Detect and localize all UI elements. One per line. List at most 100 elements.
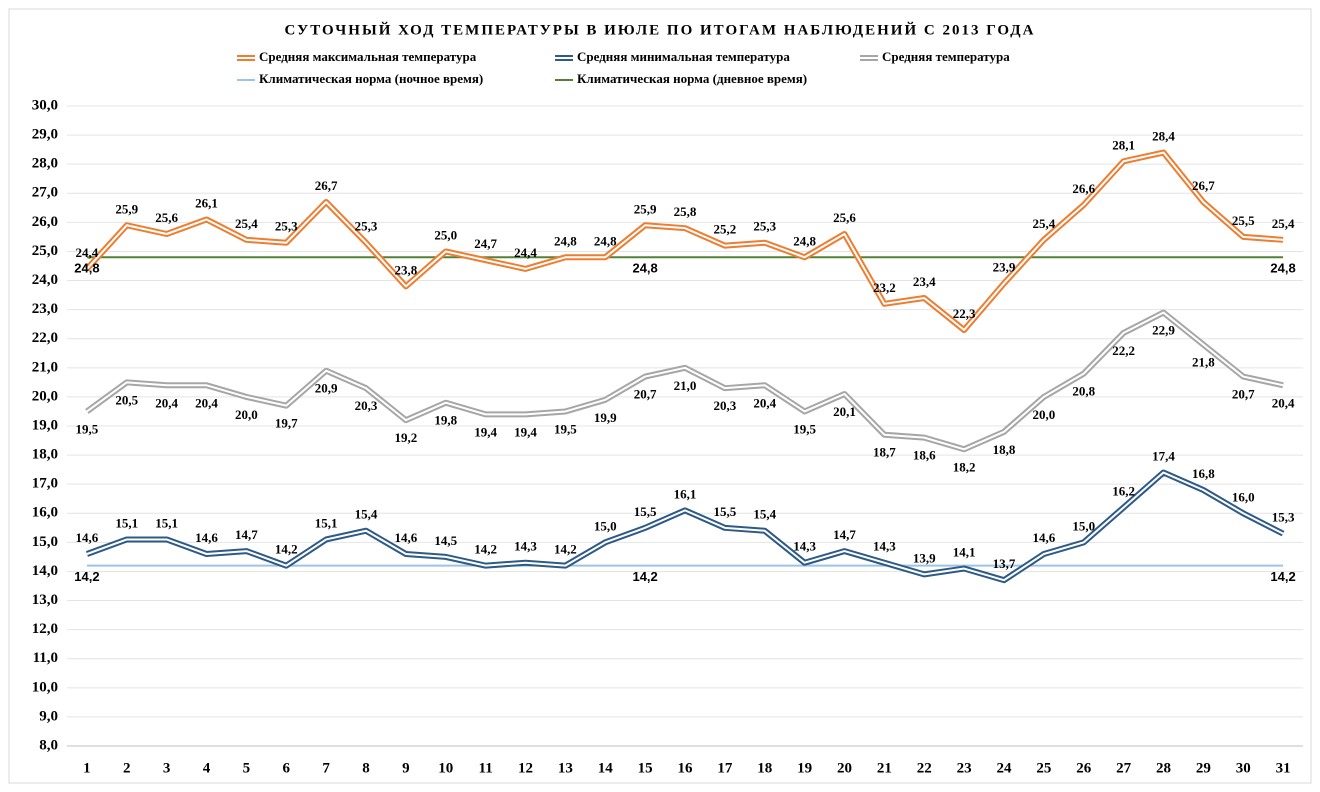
data-label: 14,7: [833, 527, 856, 542]
data-label: 14,2: [632, 569, 657, 584]
chart-title: СУТОЧНЫЙ ХОД ТЕМПЕРАТУРЫ В ИЮЛЕ ПО ИТОГА…: [285, 21, 1036, 38]
data-label: 15,0: [1072, 518, 1095, 533]
x-tick-label: 17: [717, 760, 733, 776]
data-label: 15,1: [115, 515, 138, 530]
data-label: 25,6: [155, 210, 178, 225]
data-label: 25,5: [1232, 213, 1255, 228]
y-tick-label: 13,0: [32, 592, 58, 608]
data-label: 14,2: [474, 542, 497, 557]
x-tick-label: 12: [518, 760, 533, 776]
y-tick-label: 16,0: [32, 505, 58, 521]
data-label: 25,3: [355, 219, 378, 234]
data-label: 19,5: [793, 421, 816, 436]
data-label: 24,8: [594, 233, 617, 248]
data-label: 15,4: [355, 507, 378, 522]
data-label: 17,4: [1152, 449, 1175, 464]
x-tick-label: 2: [123, 760, 131, 776]
y-tick-label: 29,0: [32, 127, 58, 143]
x-tick-label: 5: [243, 760, 251, 776]
data-label: 16,8: [1192, 466, 1215, 481]
y-tick-label: 25,0: [32, 243, 58, 259]
y-tick-label: 20,0: [32, 388, 58, 404]
data-label: 23,4: [913, 274, 936, 289]
series-line-inner: [86, 151, 1284, 331]
data-label: 15,1: [315, 515, 338, 530]
y-tick-label: 26,0: [32, 214, 58, 230]
x-tick-label: 18: [757, 760, 772, 776]
data-label: 14,6: [195, 530, 218, 545]
data-label: 16,0: [1232, 489, 1255, 504]
data-label: 25,4: [1272, 216, 1295, 231]
y-tick-label: 17,0: [32, 476, 58, 492]
x-tick-label: 23: [957, 760, 972, 776]
data-label: 15,4: [753, 507, 776, 522]
x-tick-label: 1: [83, 760, 91, 776]
data-label: 15,5: [713, 504, 736, 519]
x-tick-label: 29: [1196, 760, 1211, 776]
data-label: 26,1: [195, 195, 218, 210]
data-label: 25,3: [753, 219, 776, 234]
legend-label: Средняя температура: [882, 49, 1010, 64]
legend-label: Средняя максимальная температура: [259, 49, 477, 64]
y-tick-label: 28,0: [32, 156, 58, 172]
data-label: 18,8: [993, 442, 1016, 457]
data-label: 25,8: [674, 204, 697, 219]
data-label: 19,8: [434, 413, 457, 428]
data-label: 25,4: [1032, 216, 1055, 231]
data-label: 19,5: [554, 421, 577, 436]
data-label: 21,0: [674, 378, 697, 393]
y-tick-label: 23,0: [32, 301, 58, 317]
chart-border: [8, 8, 1312, 784]
series-line-inner: [86, 471, 1284, 582]
data-label: 15,0: [594, 518, 617, 533]
legend-label: Климатическая норма (дневное время): [577, 71, 807, 86]
x-tick-label: 15: [638, 760, 653, 776]
data-label: 18,6: [913, 448, 936, 463]
series-line-inner: [86, 311, 1284, 451]
data-label: 14,2: [74, 569, 99, 584]
y-tick-label: 14,0: [32, 563, 58, 579]
y-tick-label: 12,0: [32, 621, 58, 637]
data-label: 19,7: [275, 416, 298, 431]
data-label: 16,2: [1112, 483, 1135, 498]
legend-label: Климатическая норма (ночное время): [259, 71, 483, 86]
y-tick-label: 9,0: [39, 708, 58, 724]
data-label: 15,1: [155, 515, 178, 530]
data-label: 24,8: [74, 261, 99, 276]
data-label: 22,3: [953, 306, 976, 321]
data-label: 20,0: [235, 407, 258, 422]
data-label: 19,9: [594, 410, 617, 425]
y-tick-label: 30,0: [32, 97, 58, 113]
data-label: 18,7: [873, 445, 896, 460]
x-tick-label: 27: [1116, 760, 1132, 776]
data-label: 24,8: [632, 261, 657, 276]
x-tick-label: 30: [1236, 760, 1251, 776]
data-label: 14,2: [554, 542, 577, 557]
data-label: 13,7: [993, 556, 1016, 571]
data-label: 20,8: [1072, 384, 1095, 399]
data-label: 18,2: [953, 459, 976, 474]
x-tick-label: 22: [917, 760, 932, 776]
y-tick-label: 11,0: [33, 650, 58, 666]
data-label: 20,7: [634, 387, 657, 402]
data-label: 25,2: [713, 222, 736, 237]
data-label: 24,7: [474, 236, 497, 251]
data-label: 14,2: [275, 542, 298, 557]
data-label: 19,4: [474, 424, 497, 439]
y-tick-label: 15,0: [32, 534, 58, 550]
data-label: 14,5: [434, 533, 457, 548]
data-label: 24,4: [514, 245, 537, 260]
data-label: 25,9: [115, 201, 138, 216]
x-tick-label: 26: [1076, 760, 1092, 776]
data-label: 15,3: [1272, 510, 1295, 525]
y-tick-label: 19,0: [32, 417, 58, 433]
x-tick-label: 8: [362, 760, 370, 776]
data-label: 23,8: [395, 262, 418, 277]
data-label: 22,2: [1112, 343, 1135, 358]
data-label: 25,9: [634, 201, 657, 216]
data-label: 20,4: [195, 395, 218, 410]
data-label: 28,1: [1112, 137, 1135, 152]
data-label: 14,1: [953, 545, 976, 560]
x-tick-label: 19: [797, 760, 812, 776]
